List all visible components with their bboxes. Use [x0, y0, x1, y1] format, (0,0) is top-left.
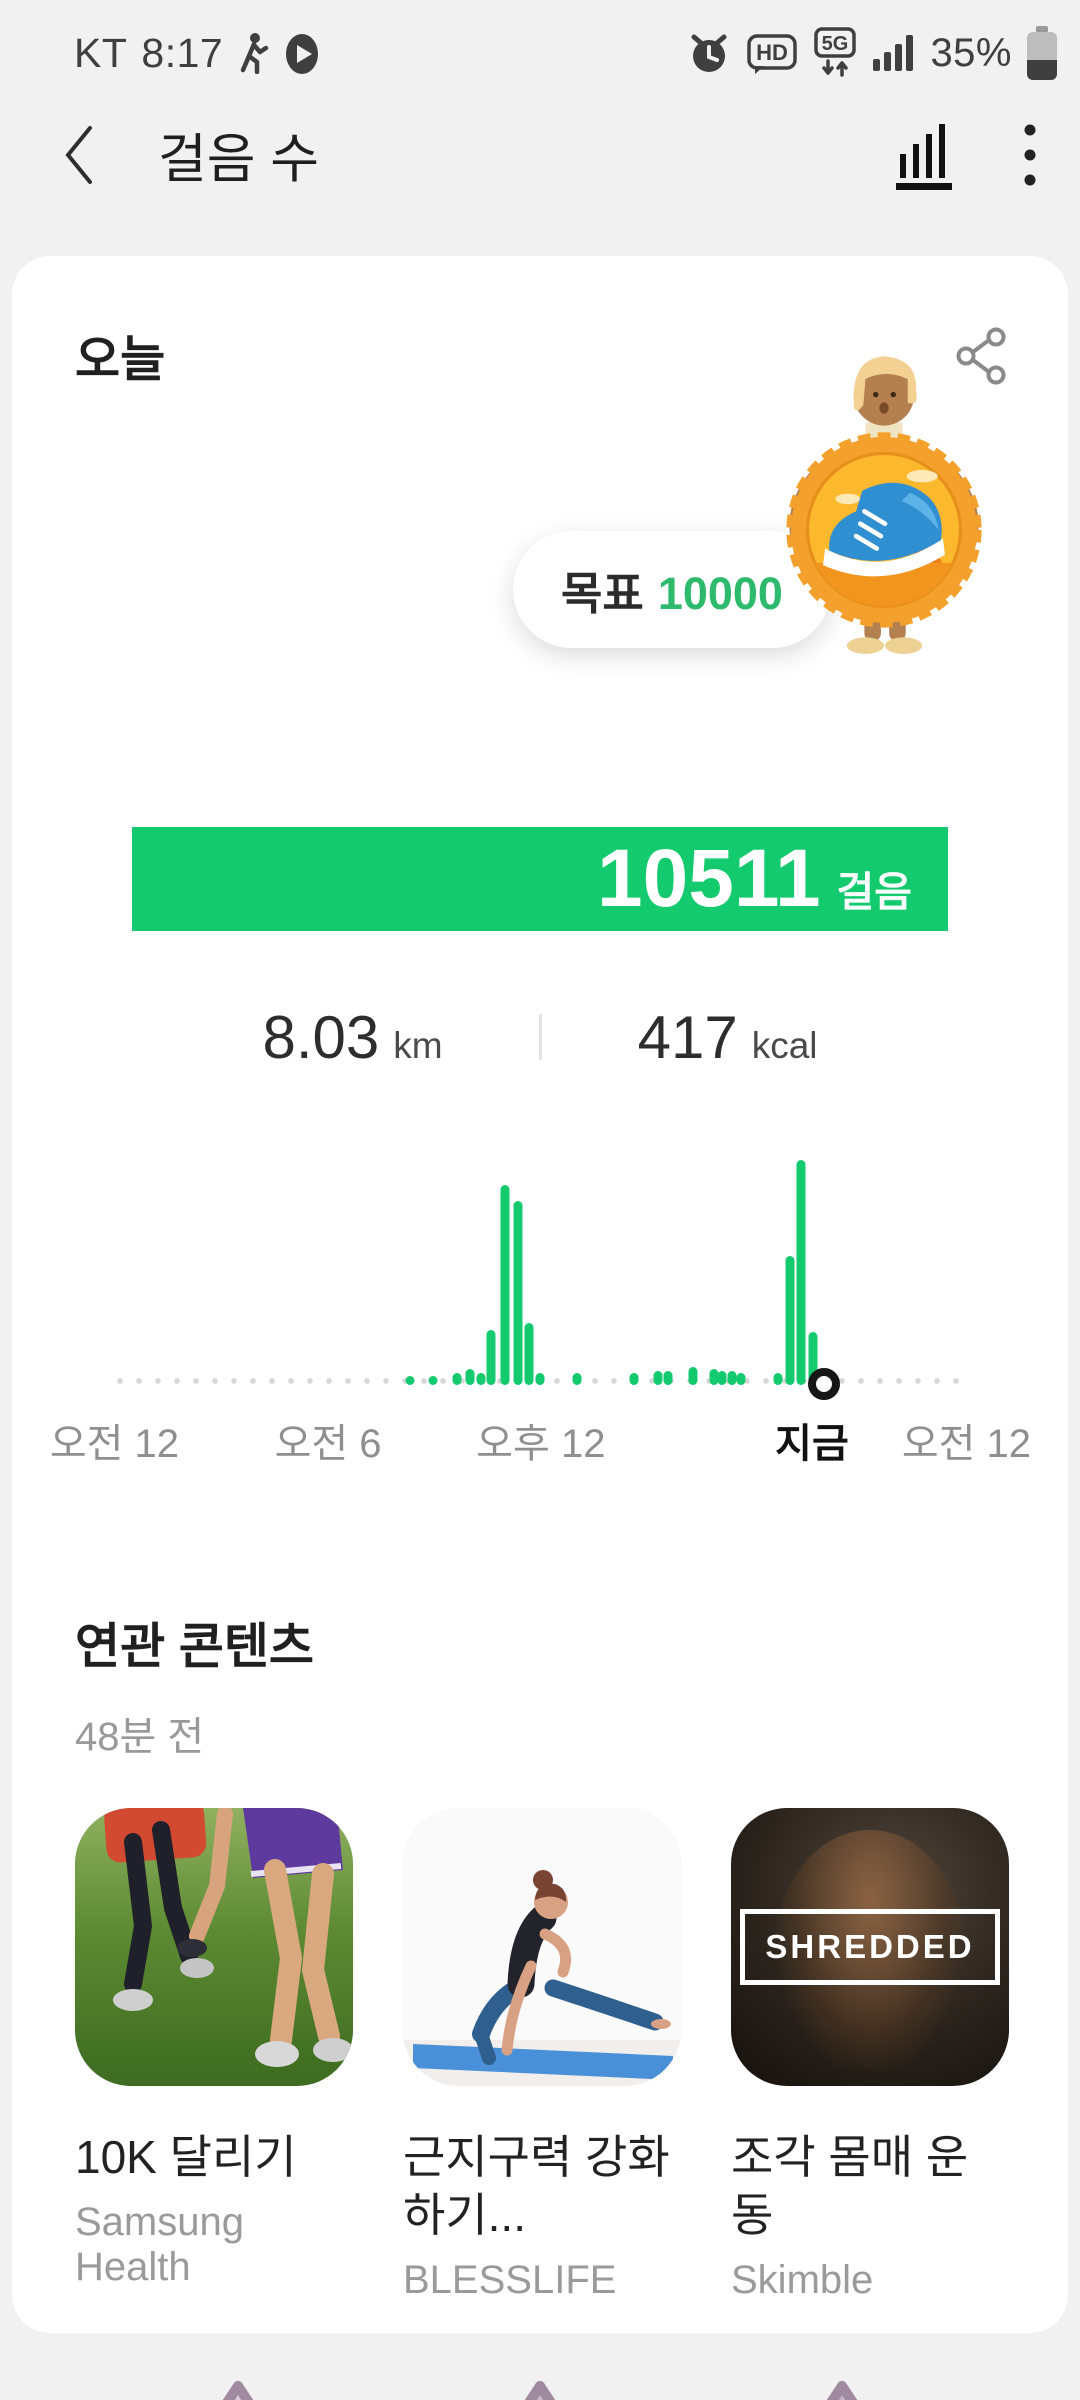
muscular-figure-silhouette [775, 1830, 965, 2071]
distance-unit: km [393, 1024, 443, 1066]
shredded-thumbnail: SHREDDED [731, 1808, 1009, 2086]
app-header: 걸음 수 [0, 92, 1080, 218]
chart-bar [465, 1369, 475, 1385]
chart-bar [663, 1371, 673, 1385]
chart-bar [500, 1185, 510, 1385]
related-card-title: 근지구력 강화하기... [403, 2131, 670, 2241]
chart-bar [709, 1369, 719, 1385]
chart-bar [773, 1373, 783, 1385]
today-steps-card: 오늘 목표 10000 [12, 256, 1068, 2333]
alarm-icon [691, 34, 727, 72]
mascot-star-laughing [826, 2380, 858, 2400]
stats-divider [538, 1014, 542, 1060]
chart-bar [405, 1376, 415, 1385]
chart-bar [808, 1332, 818, 1385]
more-menu-icon[interactable] [1024, 120, 1036, 190]
mascot-star-smiling [524, 2380, 556, 2400]
chart-bar [486, 1330, 496, 1385]
steps-progress-bar: 10511 걸음 [132, 827, 948, 931]
axis-tick-now: 지금 [775, 1422, 849, 1466]
play-egg-icon [286, 34, 319, 74]
chart-bar [428, 1376, 438, 1385]
related-content-timestamp: 48분 전 [75, 1715, 205, 1759]
steps-unit: 걸음 [836, 869, 912, 915]
axis-tick: 오전 12 [49, 1422, 180, 1466]
related-card-source: BLESSLIFE [403, 2258, 617, 2302]
status-clock: 8:17 [141, 29, 224, 76]
yoga-thumbnail [403, 1808, 681, 2086]
related-card-shredded[interactable]: SHREDDED 조각 몸매 운동 Skimble [731, 1808, 1009, 2303]
goal-label: 목표 [561, 568, 644, 619]
share-icon[interactable] [954, 327, 1012, 385]
calories-stat: 417 kcal [638, 1003, 818, 1072]
running-active-icon [240, 33, 269, 74]
related-card-title: 조각 몸매 운동 [731, 2131, 969, 2241]
svg-text:HD: HD [757, 40, 789, 65]
battery-icon [1027, 26, 1057, 80]
carrier-label: KT [74, 29, 128, 76]
trends-chart-icon[interactable] [892, 120, 958, 190]
hd-voice-icon: HD [747, 34, 798, 74]
axis-tick: 오전 12 [901, 1422, 1032, 1466]
related-card-source: Samsung Health [75, 2200, 244, 2289]
footer-mascot-strip [0, 2379, 1080, 2400]
status-bar: KT 8:17 HD 5G [0, 0, 1080, 92]
related-content-section: 연관 콘텐츠 48분 전 [12, 1607, 1068, 2303]
chart-bar [452, 1373, 462, 1385]
chart-bar [513, 1201, 523, 1385]
5g-updown-icon: 5G [814, 27, 857, 77]
shredded-overlay-text: SHREDDED [740, 1909, 1000, 1985]
distance-stat: 8.03 km [262, 1003, 442, 1072]
chart-bar [717, 1371, 727, 1385]
chart-bar [476, 1373, 486, 1385]
signal-strength-icon [873, 35, 914, 71]
goal-value: 10000 [657, 568, 783, 619]
related-content-title: 연관 콘텐츠 [75, 1620, 315, 1674]
chart-bar [688, 1367, 698, 1385]
related-card-source: Skimble [731, 2258, 874, 2302]
chart-bar [572, 1373, 582, 1385]
calories-unit: kcal [751, 1024, 818, 1066]
chart-bar [785, 1256, 795, 1385]
battery-percent-label: 35% [930, 30, 1012, 75]
related-card-running[interactable]: 10K 달리기 Samsung Health [75, 1808, 353, 2303]
chart-bar [736, 1373, 746, 1385]
goal-area: 목표 10000 [12, 356, 1068, 827]
svg-text:5G: 5G [822, 33, 849, 55]
goal-bubble: 목표 10000 [513, 531, 853, 648]
stats-row: 8.03 km 417 kcal [12, 989, 1068, 1085]
hourly-steps-chart [111, 1143, 969, 1400]
section-title-today: 오늘 [75, 333, 166, 387]
distance-value: 8.03 [262, 1003, 380, 1071]
axis-tick: 오후 12 [476, 1422, 606, 1466]
back-button[interactable] [58, 120, 118, 190]
axis-tick: 오전 6 [274, 1422, 382, 1466]
chart-bar [524, 1323, 534, 1385]
now-marker-ring[interactable] [807, 1368, 840, 1400]
steps-count: 10511 [597, 833, 821, 924]
related-card-title: 10K 달리기 [75, 2131, 297, 2183]
chart-bar [535, 1373, 545, 1385]
chart-bar [727, 1371, 737, 1385]
runners-thumbnail [75, 1808, 353, 2086]
goal-mascot-character [786, 356, 982, 654]
back-chevron-icon [65, 126, 92, 184]
chart-axis-labels: 오전 12 오전 6 오후 12 지금 오전 12 [50, 1411, 1031, 1467]
chart-bar [796, 1160, 806, 1385]
chart-bar [629, 1373, 639, 1385]
mascot-star-surprised [222, 2380, 254, 2400]
chart-bar [653, 1371, 663, 1385]
page-title: 걸음 수 [158, 130, 320, 189]
related-card-endurance[interactable]: 근지구력 강화하기... BLESSLIFE [403, 1808, 681, 2303]
calories-value: 417 [637, 1003, 738, 1071]
